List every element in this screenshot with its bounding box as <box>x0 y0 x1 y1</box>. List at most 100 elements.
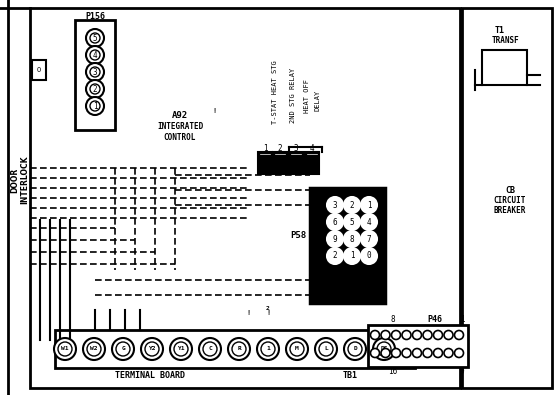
Circle shape <box>327 214 343 230</box>
Text: 9: 9 <box>333 235 337 243</box>
Bar <box>32 60 46 80</box>
Bar <box>289 152 303 174</box>
Text: 9: 9 <box>460 367 464 376</box>
Text: P58: P58 <box>290 231 306 239</box>
Text: 0: 0 <box>367 252 371 260</box>
Text: 2: 2 <box>266 307 270 312</box>
Bar <box>258 152 272 174</box>
Text: TRANSF: TRANSF <box>491 36 519 45</box>
Circle shape <box>373 338 395 360</box>
Text: 1: 1 <box>460 316 464 325</box>
Bar <box>273 152 287 174</box>
Text: HEAT OFF: HEAT OFF <box>304 79 310 113</box>
Text: C: C <box>208 346 212 352</box>
Circle shape <box>86 97 104 115</box>
Text: O: O <box>37 67 41 73</box>
Text: 1: 1 <box>93 102 98 111</box>
Text: 16: 16 <box>388 367 398 376</box>
Circle shape <box>454 331 464 339</box>
Text: 2: 2 <box>278 143 283 152</box>
Circle shape <box>361 248 377 264</box>
Text: 1: 1 <box>367 201 371 209</box>
Text: P156: P156 <box>85 11 105 21</box>
Circle shape <box>348 342 362 356</box>
Circle shape <box>381 348 390 357</box>
Circle shape <box>90 101 100 111</box>
Text: !: ! <box>266 310 270 316</box>
Bar <box>75 20 115 130</box>
Circle shape <box>444 331 453 339</box>
Text: 4: 4 <box>367 218 371 226</box>
Text: CONTROL: CONTROL <box>164 132 196 141</box>
Circle shape <box>145 342 159 356</box>
Bar <box>462 8 552 388</box>
Text: 2: 2 <box>333 252 337 260</box>
Text: CB: CB <box>505 186 515 194</box>
Circle shape <box>377 342 391 356</box>
Text: INTEGRATED: INTEGRATED <box>157 122 203 130</box>
Text: T1: T1 <box>495 26 505 34</box>
Circle shape <box>319 342 333 356</box>
Text: M: M <box>295 346 299 352</box>
Text: 7: 7 <box>367 235 371 243</box>
Circle shape <box>361 214 377 230</box>
Text: BREAKER: BREAKER <box>494 205 526 214</box>
Text: 5: 5 <box>93 34 98 43</box>
Circle shape <box>444 348 453 357</box>
Circle shape <box>116 342 130 356</box>
Text: 5: 5 <box>350 218 355 226</box>
Circle shape <box>327 248 343 264</box>
Circle shape <box>54 338 76 360</box>
Text: DOOR
INTERLOCK: DOOR INTERLOCK <box>11 156 30 204</box>
Circle shape <box>87 342 101 356</box>
Text: CIRCUIT: CIRCUIT <box>494 196 526 205</box>
Text: P46: P46 <box>428 316 443 325</box>
Circle shape <box>413 348 422 357</box>
Circle shape <box>433 331 443 339</box>
Text: TERMINAL BOARD: TERMINAL BOARD <box>115 372 185 380</box>
Text: 1: 1 <box>266 346 270 352</box>
Circle shape <box>199 338 221 360</box>
Circle shape <box>90 33 100 43</box>
Text: L: L <box>324 346 328 352</box>
Text: 1: 1 <box>350 252 355 260</box>
Text: 8: 8 <box>350 235 355 243</box>
Circle shape <box>86 63 104 81</box>
Text: 3: 3 <box>294 143 298 152</box>
Text: 2: 2 <box>350 201 355 209</box>
Bar <box>368 325 468 367</box>
Circle shape <box>392 348 401 357</box>
Text: TB1: TB1 <box>342 372 357 380</box>
Circle shape <box>361 231 377 247</box>
Circle shape <box>232 342 246 356</box>
Text: 3: 3 <box>333 201 337 209</box>
Circle shape <box>392 331 401 339</box>
Circle shape <box>261 342 275 356</box>
Circle shape <box>90 84 100 94</box>
Circle shape <box>344 338 366 360</box>
Text: 1: 1 <box>263 143 268 152</box>
Circle shape <box>203 342 217 356</box>
Bar <box>482 50 527 85</box>
Bar <box>305 152 319 174</box>
Circle shape <box>228 338 250 360</box>
Bar <box>310 188 385 303</box>
Text: R: R <box>237 346 241 352</box>
Text: DELAY: DELAY <box>315 89 321 111</box>
Text: 4: 4 <box>310 143 314 152</box>
Circle shape <box>86 46 104 64</box>
Circle shape <box>90 67 100 77</box>
Circle shape <box>327 197 343 213</box>
Circle shape <box>344 231 360 247</box>
Circle shape <box>174 342 188 356</box>
Circle shape <box>58 342 72 356</box>
Circle shape <box>402 331 411 339</box>
Text: Y1: Y1 <box>177 346 184 352</box>
Circle shape <box>327 231 343 247</box>
Text: W1: W1 <box>61 346 69 352</box>
Text: DS: DS <box>380 346 388 352</box>
Circle shape <box>315 338 337 360</box>
Circle shape <box>433 348 443 357</box>
Circle shape <box>423 331 432 339</box>
Circle shape <box>257 338 279 360</box>
